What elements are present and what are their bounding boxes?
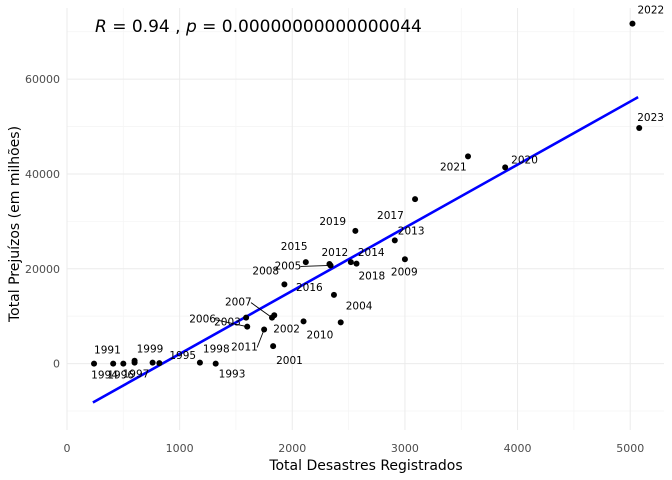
axis-ticks: 0 1000 2000 3000 4000 5000 0 20000 40000 60000 [25,73,644,455]
data-point-2010 [300,318,307,325]
data-point-1993 [212,360,219,367]
leader-line-2005 [300,265,331,267]
data-point-2003 [243,314,250,321]
leader-line-2006 [215,319,248,328]
regression-line-group [92,96,639,404]
data-label-2005: 2005 [275,260,302,272]
label-leaders [215,265,331,348]
data-point-2008 [281,281,288,288]
data-label-1995: 1995 [169,350,196,362]
data-label-2017: 2017 [377,210,404,222]
grid [66,8,664,430]
data-point-1998 [196,359,203,366]
data-point-2000 [131,357,138,364]
data-label-2021: 2021 [440,161,467,173]
x-tick-label: 4000 [504,442,532,455]
x-tick-label: 2000 [278,442,306,455]
data-point-2023 [636,124,643,131]
x-axis-title: Total Desastres Registrados [268,458,462,474]
leader-line-2011 [256,329,265,348]
data-label-1999: 1999 [137,344,164,356]
data-label-2011: 2011 [231,341,258,353]
data-label-1993: 1993 [219,369,246,381]
data-label-2009: 2009 [391,266,418,278]
data-point-2022 [629,20,636,27]
y-axis-title: Total Prejuízos (em milhões) [7,126,23,323]
data-label-2016: 2016 [296,282,323,294]
data-point-2014 [347,259,354,266]
data-point-2020 [502,164,509,171]
data-label-1997: 1997 [123,369,150,381]
x-tick-label: 5000 [616,442,644,455]
data-label-1994: 1994 [91,370,118,382]
data-point-2006 [244,323,251,330]
data-label-2019: 2019 [319,216,346,228]
data-label-2002: 2002 [273,323,300,335]
y-tick-label: 20000 [25,263,60,276]
data-points [91,20,643,367]
data-point-2016 [330,291,337,298]
r-symbol: R [95,17,107,37]
data-point-2013 [391,237,398,244]
data-point-2001 [270,343,277,350]
data-label-2020: 2020 [511,154,538,166]
data-point-2015 [302,259,309,266]
x-tick-label: 0 [64,442,71,455]
data-point-2009 [401,256,408,263]
data-label-2003: 2003 [214,317,241,329]
data-label-1996: 1996 [107,370,134,382]
data-point-2004 [337,319,344,326]
data-point-2019 [352,227,359,234]
data-label-1998: 1998 [203,344,230,356]
data-label-2012: 2012 [321,247,348,259]
data-label-2006: 2006 [189,314,216,326]
y-tick-label: 60000 [25,73,60,86]
leader-line-2007 [250,302,273,318]
r-value: = 0.94 [107,17,170,37]
data-point-2012 [326,261,333,268]
data-point-2017 [412,196,419,203]
data-label-1991: 1991 [94,345,121,357]
annotation-separator: , [170,17,186,37]
data-label-2013: 2013 [398,225,425,237]
data-label-2008: 2008 [252,265,279,277]
data-label-2004: 2004 [346,300,373,312]
data-point-2021 [465,153,472,160]
y-tick-label: 0 [53,358,60,371]
data-point-2002 [271,312,278,319]
x-tick-label: 1000 [166,442,194,455]
data-label-2001: 2001 [276,355,303,367]
data-point-1999 [149,359,156,366]
data-label-2023: 2023 [637,112,664,124]
data-label-2022: 2022 [637,5,664,17]
p-symbol: p [185,17,197,37]
y-tick-label: 40000 [25,168,60,181]
data-label-2015: 2015 [281,241,308,253]
x-tick-label: 3000 [391,442,419,455]
p-value: = 0.00000000000000044 [197,17,422,37]
data-label-2014: 2014 [358,247,385,259]
data-point-2018 [353,260,360,267]
correlation-annotation: R = 0.94 , p = 0.00000000000000044 [95,17,422,37]
data-point-2011 [261,326,268,333]
data-label-2007: 2007 [225,297,252,309]
data-point-1995 [156,360,163,367]
data-point-1991 [91,360,98,367]
regression-line [92,96,639,404]
data-label-2010: 2010 [307,329,334,341]
data-point-1994 [110,360,117,367]
data-point-1996 [120,360,127,367]
data-label-2018: 2018 [358,271,385,283]
